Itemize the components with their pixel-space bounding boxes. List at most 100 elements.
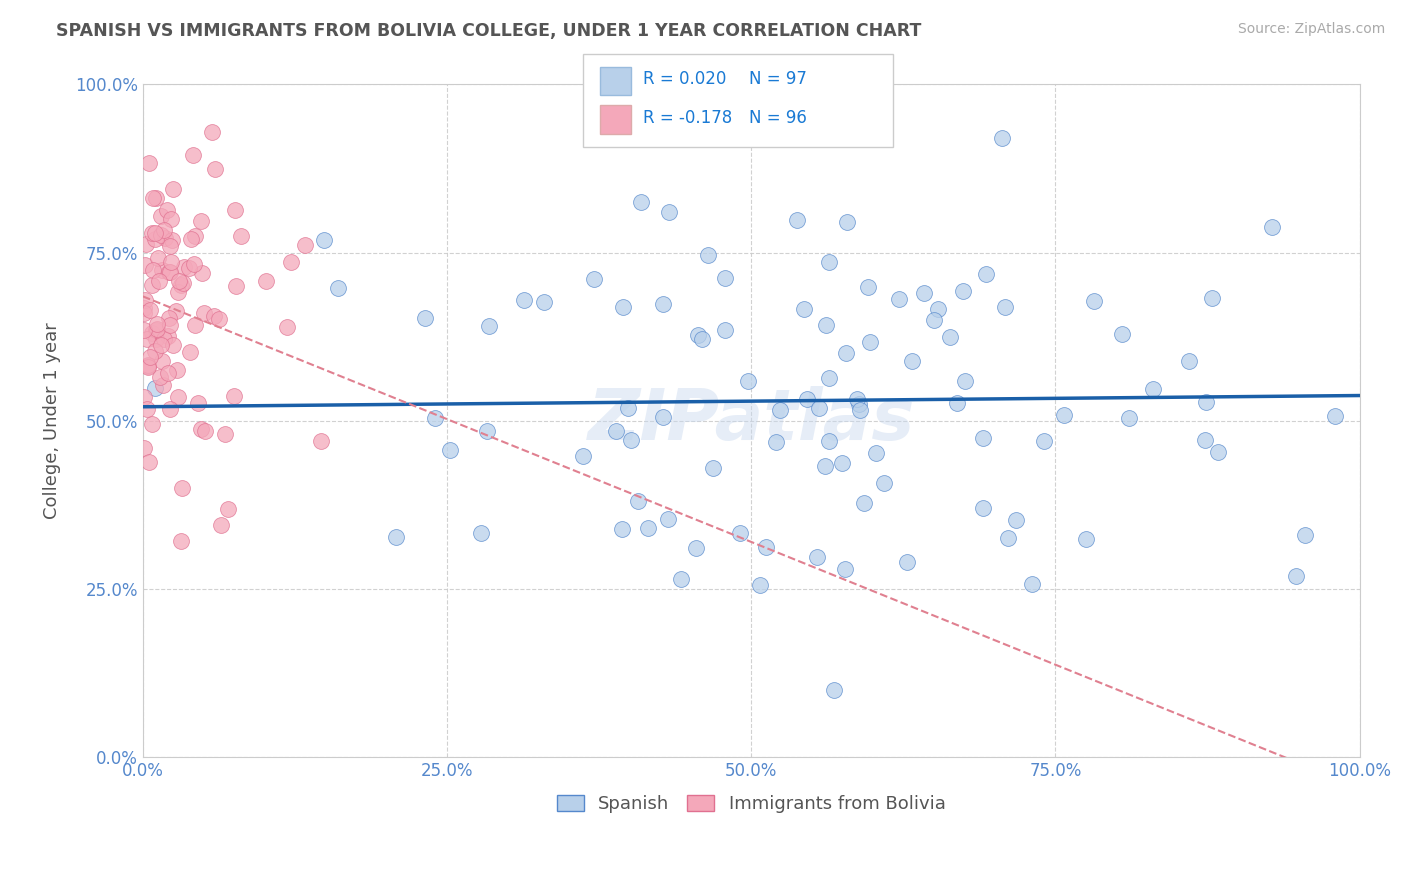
Point [807,401,830,415]
Point [165,304,187,318]
Point [152,262,174,277]
Point [927,301,949,316]
Point [972,501,994,516]
Point [835,215,858,229]
Point [190,422,212,436]
Point [145,323,167,337]
Point [696,248,718,262]
Point [148,274,170,288]
Point [835,346,858,360]
Point [922,312,945,326]
Point [946,396,969,410]
Point [652,410,675,425]
Point [311,434,333,449]
Point [181,148,204,162]
Point [818,255,841,269]
Point [150,210,173,224]
Point [1053,408,1076,422]
Point [172,276,194,290]
Point [136,359,159,374]
Point [1004,513,1026,527]
Text: R = -0.178: R = -0.178 [643,109,731,127]
Point [167,390,190,404]
Point [533,294,555,309]
Point [280,255,302,269]
Point [254,274,277,288]
Point [191,266,214,280]
Point [162,182,184,196]
Point [153,231,176,245]
Point [1294,528,1316,542]
Point [294,237,316,252]
Point [765,435,787,450]
Point [142,191,165,205]
Point [202,309,225,323]
Point [160,255,183,269]
Point [136,359,159,373]
Point [385,531,408,545]
Point [204,162,226,177]
Point [768,403,790,417]
Point [1033,434,1056,449]
Point [657,512,679,526]
Point [477,425,499,439]
Point [1324,409,1347,423]
Point [201,125,224,139]
Point [582,271,605,285]
Point [170,534,193,549]
Point [141,278,163,293]
Point [139,303,162,318]
Point [214,426,236,441]
Point [972,431,994,445]
Point [225,279,247,293]
Point [1178,354,1201,368]
Point [818,434,841,449]
Point [939,330,962,344]
Point [692,333,714,347]
Point [184,228,207,243]
Legend: Spanish, Immigrants from Bolivia: Spanish, Immigrants from Bolivia [547,786,955,822]
Point [845,392,868,406]
Point [159,264,181,278]
Point [852,496,875,510]
Point [146,322,169,336]
Point [834,562,856,576]
Point [856,280,879,294]
Point [184,318,207,333]
Point [143,344,166,359]
Point [173,260,195,274]
Point [145,191,167,205]
Point [714,271,737,285]
Point [1261,219,1284,234]
Point [134,306,156,320]
Text: Source: ZipAtlas.com: Source: ZipAtlas.com [1237,22,1385,37]
Point [150,354,173,368]
Point [425,410,447,425]
Y-axis label: College, Under 1 year: College, Under 1 year [44,322,60,519]
Point [149,369,172,384]
Point [209,518,232,533]
Point [572,449,595,463]
Point [134,301,156,315]
Point [138,351,160,365]
Point [1285,569,1308,583]
Point [1194,433,1216,447]
Point [620,434,643,448]
Point [326,281,349,295]
Point [823,682,845,697]
Point [714,324,737,338]
Point [224,202,246,217]
Point [149,338,172,352]
Point [187,395,209,409]
Point [179,344,201,359]
Point [190,214,212,228]
Point [217,502,239,516]
Point [222,389,245,403]
Point [135,332,157,346]
Point [162,338,184,352]
Text: ZIPatlas: ZIPatlas [588,386,915,455]
Point [814,459,837,474]
Point [183,257,205,271]
Point [159,401,181,416]
Point [134,322,156,336]
